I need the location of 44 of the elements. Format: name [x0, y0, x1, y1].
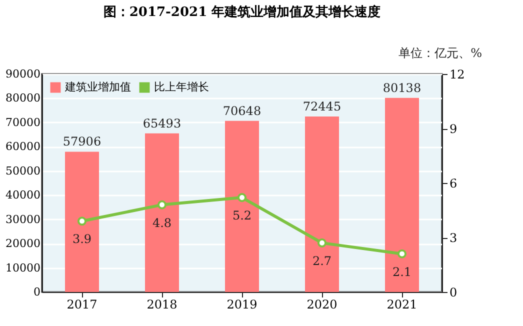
point [317, 238, 327, 248]
data-label: 80138 [382, 80, 422, 95]
point [237, 193, 247, 202]
bar [385, 98, 419, 292]
data-label: 2.7 [312, 254, 332, 268]
x-tick-label: 2018 [146, 298, 178, 312]
data-label: 57906 [62, 134, 102, 149]
y-tick-label: 30000 [6, 212, 40, 226]
y-tick-label: 90000 [6, 68, 40, 80]
data-label: 5.2 [232, 208, 252, 223]
y-tick-label: 60000 [6, 140, 40, 154]
data-label: 2.1 [392, 264, 412, 279]
data-label: 70648 [222, 104, 262, 118]
y-tick-label: 50000 [6, 164, 40, 178]
y-tick-label: 70000 [6, 116, 40, 129]
text: 单位：亿元、% [398, 46, 482, 60]
y2-tick-label: 9 [450, 122, 458, 136]
y2-tick-label: 3 [450, 231, 458, 245]
data-label: 4.8 [152, 216, 172, 230]
bar [145, 133, 179, 292]
point [397, 249, 407, 258]
bar [305, 116, 339, 292]
x-tick-label: 2020 [306, 298, 338, 312]
point [157, 200, 167, 210]
y2-tick-label: 0 [450, 286, 458, 300]
y-tick-label: 10000 [6, 261, 40, 274]
legend-label: 比上年增长 [154, 80, 209, 94]
y-tick-label: 40000 [6, 188, 40, 202]
bar [225, 120, 259, 292]
y-tick-label: 80000 [6, 92, 40, 105]
legend-label: 建筑业增加值 [64, 80, 131, 94]
x-tick-label: 2017 [66, 298, 98, 312]
y-tick-label: 20000 [6, 237, 40, 250]
y2-tick-label: 6 [450, 176, 458, 190]
y2-tick-label: 12 [450, 68, 465, 82]
data-label: 3.9 [72, 232, 92, 246]
chart-title: 图：2017-2021 年建筑业增加值及其增长速度 [103, 4, 381, 20]
data-label: 72445 [302, 100, 342, 114]
x-tick-label: 2021 [386, 298, 418, 312]
bar [65, 152, 99, 292]
data-label: 65493 [142, 116, 182, 130]
y-tick-label: 0 [34, 286, 40, 298]
x-tick-label: 2019 [226, 298, 258, 312]
point [77, 216, 87, 226]
